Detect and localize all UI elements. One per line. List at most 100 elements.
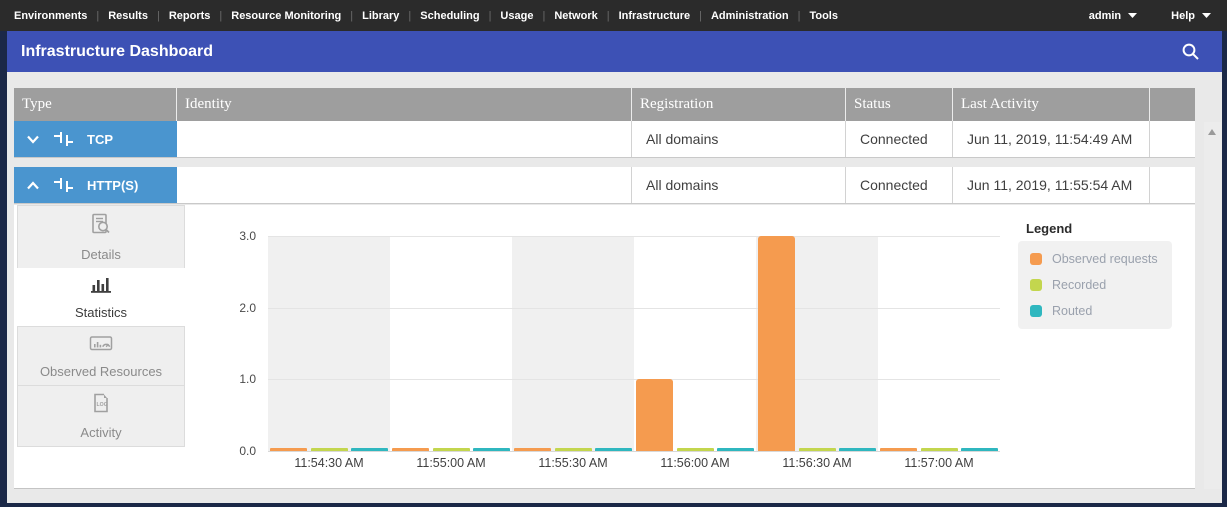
y-axis-tick-label: 1.0	[239, 372, 256, 387]
chart-band	[512, 236, 634, 451]
details-icon	[88, 212, 114, 241]
nav-item-library[interactable]: Library	[362, 9, 400, 22]
row-registration-cell: All domains	[632, 167, 846, 203]
user-menu[interactable]: admin	[1088, 9, 1138, 22]
tab-label: Statistics	[74, 304, 127, 320]
bar-recorded	[920, 448, 958, 451]
nav-item-usage[interactable]: Usage	[500, 9, 534, 22]
nav-separator: |	[219, 9, 223, 22]
row-extra-cell	[1150, 167, 1195, 203]
row-identity-cell	[177, 121, 632, 157]
legend-label: Recorded	[1052, 278, 1107, 292]
row-identity-cell	[177, 167, 632, 203]
row-last-activity-cell: Jun 11, 2019, 11:55:54 AM	[953, 167, 1150, 203]
nav-separator: |	[408, 9, 412, 22]
activity-log-icon: LOG	[90, 392, 112, 419]
bar-observed-requests	[513, 448, 551, 451]
column-header-type[interactable]: Type	[14, 88, 177, 121]
scroll-up-arrow-icon[interactable]	[1208, 129, 1216, 135]
bar-observed-requests	[879, 448, 917, 451]
legend-label: Observed requests	[1052, 252, 1158, 266]
nav-item-network[interactable]: Network	[554, 9, 598, 22]
row-last-activity-cell: Jun 11, 2019, 11:54:49 AM	[953, 121, 1150, 157]
column-header-registration[interactable]: Registration	[632, 88, 846, 121]
chevron-up-icon[interactable]	[26, 180, 40, 190]
column-header-identity[interactable]: Identity	[177, 88, 632, 121]
nav-item-scheduling[interactable]: Scheduling	[420, 9, 480, 22]
chart-gridline	[268, 236, 1000, 237]
chart-band	[268, 236, 390, 451]
legend-swatch	[1030, 305, 1042, 317]
legend-label: Routed	[1052, 304, 1093, 318]
row-last-activity-value: Jun 11, 2019, 11:54:49 AM	[967, 131, 1133, 147]
column-header-status[interactable]: Status	[846, 88, 953, 121]
table-header: Type Identity Registration Status Last Activ…	[14, 88, 1195, 121]
svg-text:LOG: LOG	[97, 402, 108, 408]
page-header: Infrastructure Dashboard	[7, 31, 1222, 72]
x-axis-tick-label: 11:57:00 AM	[904, 456, 974, 470]
legend-item-recorded: Recorded	[1030, 278, 1160, 292]
tab-activity[interactable]: LOG Activity	[17, 385, 185, 447]
row-registration-cell: All domains	[632, 121, 846, 157]
row-extra-cell	[1150, 121, 1195, 157]
bar-observed-requests	[635, 379, 673, 451]
row-status-value: Connected	[860, 177, 928, 193]
bar-recorded	[432, 448, 470, 451]
column-header-last-activity[interactable]: Last Activity	[953, 88, 1150, 121]
bar-recorded	[554, 448, 592, 451]
row-type-cell: TCP	[14, 121, 177, 157]
help-menu[interactable]: Help	[1171, 10, 1211, 22]
tab-label: Observed Resources	[39, 364, 163, 379]
y-axis-tick-label: 3.0	[239, 229, 256, 243]
nav-separator: |	[96, 9, 100, 22]
tab-observed-resources[interactable]: Observed Resources	[17, 326, 185, 386]
legend-swatch	[1030, 253, 1042, 265]
chart-band	[878, 236, 1000, 451]
search-button[interactable]	[1180, 41, 1202, 63]
chevron-down-icon[interactable]	[26, 135, 40, 144]
legend-swatch	[1030, 279, 1042, 291]
observed-resources-icon	[88, 333, 114, 358]
row-type-label: TCP	[87, 131, 113, 147]
legend-item-routed: Routed	[1030, 304, 1160, 318]
chevron-down-icon	[1128, 13, 1138, 18]
vertical-scrollbar[interactable]	[1204, 122, 1221, 489]
row-registration-value: All domains	[646, 177, 719, 193]
row-registration-value: All domains	[646, 131, 719, 147]
nav-items: Environments | Results | Reports | Resource Mo…	[14, 10, 838, 22]
nav-item-administration[interactable]: Administration	[710, 9, 789, 22]
main-area: Infrastructure Dashboard Type Identity Reg…	[7, 31, 1222, 503]
nav-item-results[interactable]: Results	[108, 9, 148, 22]
table-row-http-s[interactable]: HTTP(S) All domains Connected Jun 11, 2019,…	[14, 167, 1195, 204]
nav-item-resource-monitoring[interactable]: Resource Monitoring	[231, 9, 342, 22]
nav-separator: |	[156, 9, 160, 22]
endpoint-icon	[54, 178, 73, 192]
nav-item-tools[interactable]: Tools	[809, 9, 838, 22]
nav-separator: |	[542, 9, 546, 22]
nav-item-infrastructure[interactable]: Infrastructure	[618, 9, 691, 22]
nav-item-environments[interactable]: Environments	[14, 9, 88, 22]
table-row-tcp[interactable]: TCP All domains Connected Jun 11, 2019, 11:…	[14, 121, 1195, 158]
legend-title: Legend	[1026, 221, 1073, 236]
bar-routed	[961, 448, 999, 451]
bar-observed-requests	[391, 448, 429, 451]
user-menu-label: admin	[1088, 9, 1122, 22]
chart-gridline	[268, 379, 1000, 381]
row-status-cell: Connected	[846, 167, 953, 203]
tab-label: Activity	[80, 425, 122, 440]
tab-details[interactable]: Details	[17, 205, 185, 269]
x-axis-tick-label: 11:54:30 AM	[294, 456, 364, 470]
endpoint-icon	[54, 132, 73, 146]
bar-observed-requests	[269, 448, 307, 451]
bar-recorded	[798, 448, 836, 451]
chart-gridline	[268, 307, 1000, 309]
nav-right: admin Help	[1089, 10, 1211, 22]
column-header-extra[interactable]	[1150, 88, 1195, 121]
bar-recorded	[310, 448, 348, 451]
nav-item-reports[interactable]: Reports	[168, 9, 211, 22]
x-axis-tick-label: 11:55:00 AM	[416, 456, 486, 470]
expanded-row-panel: Details Statistics Observed Resources LOG Ac…	[14, 205, 1195, 489]
row-type-cell: HTTP(S)	[14, 167, 177, 203]
y-axis-tick-label: 0.0	[239, 444, 256, 458]
